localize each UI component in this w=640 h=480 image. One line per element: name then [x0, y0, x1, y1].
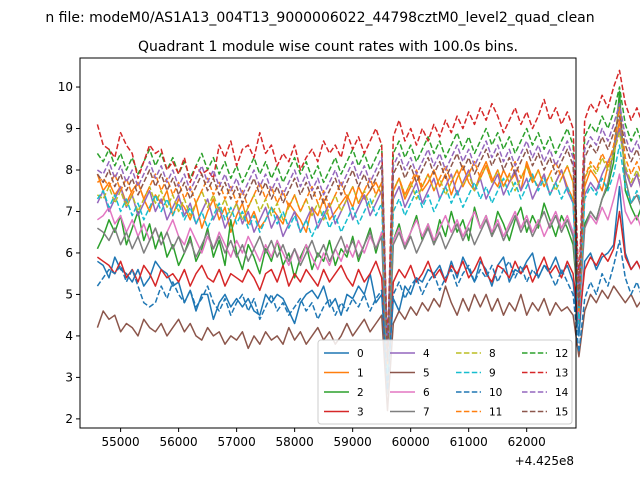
series-line-9	[96, 144, 640, 374]
legend-label-12: 12	[555, 348, 568, 360]
y-tick-label: 2	[65, 412, 73, 426]
series-line-11	[96, 107, 640, 366]
legend-label-5: 5	[423, 368, 430, 380]
legend-label-6: 6	[423, 387, 430, 399]
series-line-5	[96, 285, 640, 412]
x-tick-label: 61000	[450, 435, 488, 449]
x-tick-label: 56000	[160, 435, 198, 449]
legend-label-1: 1	[357, 368, 364, 380]
legend-label-11: 11	[489, 407, 502, 419]
legend-label-13: 13	[555, 368, 568, 380]
legend-label-10: 10	[489, 387, 502, 399]
x-tick-label: 57000	[218, 435, 256, 449]
chart-title: Quadrant 1 module wise count rates with …	[138, 39, 518, 55]
x-tick-label: 55000	[102, 435, 140, 449]
x-tick-label: 60000	[392, 435, 430, 449]
series-line-7	[96, 102, 640, 395]
y-tick-label: 6	[65, 246, 73, 260]
y-tick-label: 5	[65, 287, 73, 301]
figure-suptitle: n file: modeM0/AS1A13_004T13_9000006022_…	[45, 10, 594, 26]
legend-label-2: 2	[357, 387, 364, 399]
legend-label-3: 3	[357, 407, 364, 419]
y-tick-label: 8	[65, 163, 73, 177]
legend-label-14: 14	[555, 387, 569, 399]
series-line-15	[96, 115, 640, 362]
series-line-12	[96, 86, 640, 358]
series-line-14	[96, 102, 640, 362]
series-line-13	[96, 69, 640, 350]
series-lines	[96, 69, 640, 412]
legend-label-0: 0	[357, 348, 364, 360]
series-line-1	[96, 119, 640, 362]
legend-label-9: 9	[489, 368, 496, 380]
legend-box	[317, 339, 573, 425]
series-line-2	[96, 90, 640, 379]
x-tick-label: 62000	[508, 435, 546, 449]
x-offset-label: +4.425e8	[515, 454, 574, 468]
legend-label-8: 8	[489, 348, 496, 360]
legend-label-4: 4	[423, 348, 430, 360]
legend-label-15: 15	[555, 407, 568, 419]
y-tick-label: 9	[65, 122, 73, 136]
y-tick-label: 3	[65, 370, 73, 384]
series-line-10	[96, 239, 640, 391]
legend-label-7: 7	[423, 407, 430, 419]
y-tick-label: 7	[65, 204, 73, 218]
axis-ticks: 55000 56000 57000 58000 59000 60000 61000 62000…	[58, 80, 546, 449]
y-tick-label: 4	[65, 329, 73, 343]
x-tick-label: 58000	[276, 435, 314, 449]
series-line-3	[96, 210, 640, 379]
x-tick-label: 59000	[334, 435, 372, 449]
plot-frame	[79, 57, 577, 429]
y-tick-label: 10	[58, 80, 73, 94]
